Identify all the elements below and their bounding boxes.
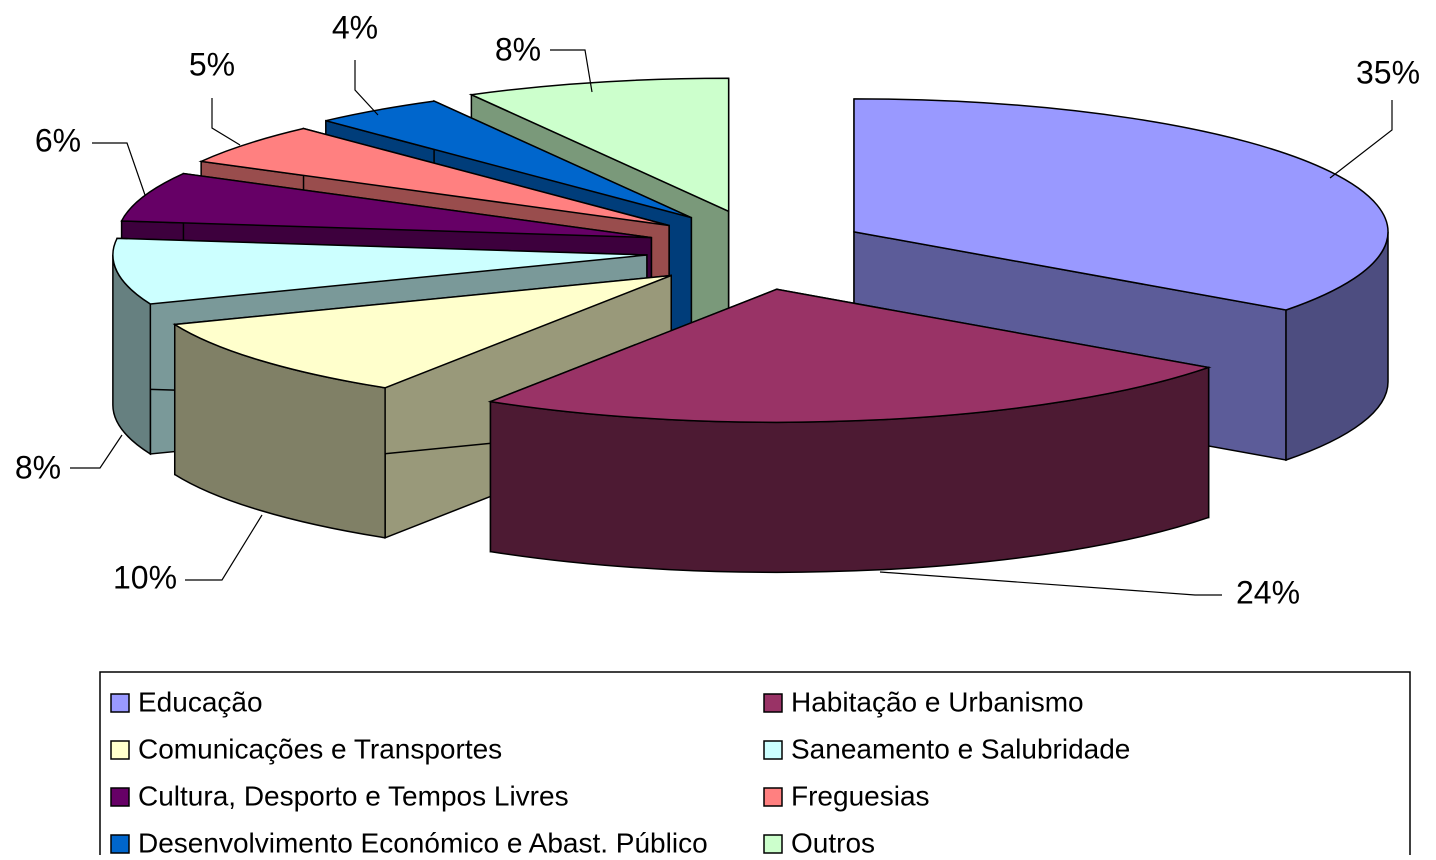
data-label: 24% [1236,574,1300,610]
legend-label: Habitação e Urbanismo [791,686,1084,717]
legend-swatch [110,834,130,854]
legend-swatch [763,740,783,760]
slice [487,288,1212,574]
legend-label: Educação [138,686,263,717]
leader-line [550,49,593,93]
slice-top [325,100,692,219]
legend-swatch [763,787,783,807]
data-label: 4% [332,9,378,45]
leader-line [211,98,241,146]
slice-top [112,237,647,305]
data-label: 10% [113,559,177,595]
data-label: 6% [35,122,81,158]
data-label: 8% [15,449,61,485]
legend-swatch [763,834,783,854]
leader-line [354,60,379,116]
leader-line [70,434,123,469]
slice-top [198,127,670,227]
leader-line [92,142,146,196]
legend-label: Desenvolvimento Económico e Abast. Públi… [138,827,708,855]
slice-top [172,274,672,389]
data-label: 8% [495,31,541,67]
data-label: 5% [189,46,235,82]
legend-swatch [110,693,130,713]
leader-line [185,514,263,581]
legend-swatch [110,787,130,807]
slice-top [853,98,1389,311]
legend-swatch [763,693,783,713]
data-label: 35% [1356,54,1420,90]
legend-label: Freguesias [791,780,930,811]
legend-label: Cultura, Desporto e Tempos Livres [138,780,569,811]
legend-label: Comunicações e Transportes [138,733,502,764]
legend-label: Outros [791,827,875,855]
slice-top [120,172,652,239]
legend-label: Saneamento e Salubridade [791,733,1130,764]
slice-top [468,77,730,213]
legend-swatch [110,740,130,760]
slice-top [487,288,1212,424]
leader-line [1329,100,1393,179]
leader-line [879,571,1222,596]
legend-box [99,671,1411,860]
